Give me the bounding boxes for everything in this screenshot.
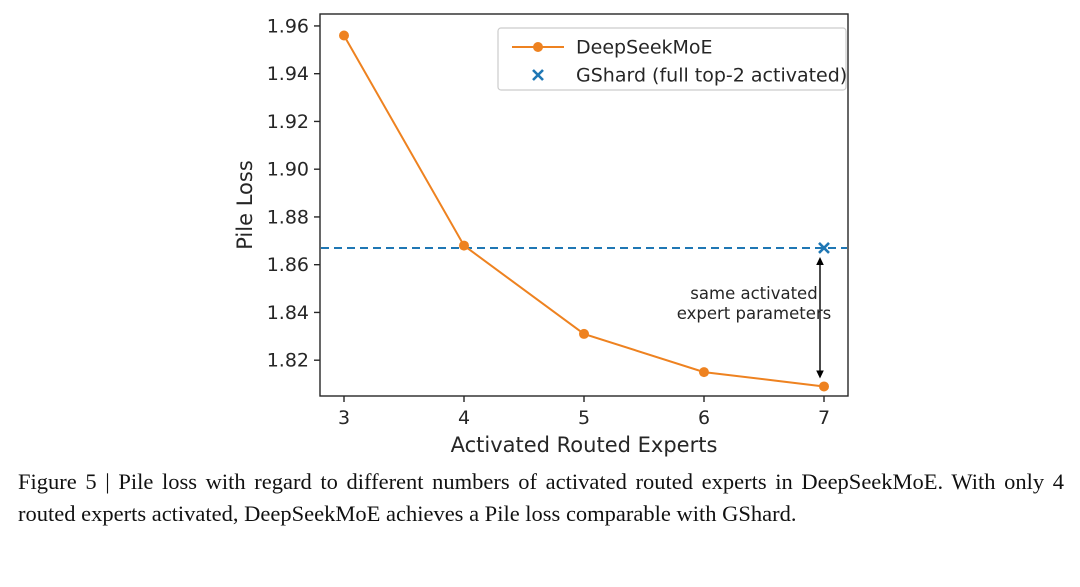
annotation-text: expert parameters	[677, 304, 831, 323]
figure-caption: Figure 5 | Pile loss with regard to diff…	[18, 469, 1064, 526]
x-tick-label: 5	[578, 407, 590, 429]
annotation-arrowhead-top	[816, 256, 824, 265]
legend-box	[497, 27, 847, 91]
legend-label-deepseekmoe: DeepSeekMoE	[576, 37, 713, 59]
x-tick-label: 7	[818, 407, 830, 429]
y-tick-label: 1.82	[267, 350, 309, 372]
y-tick-label: 1.92	[267, 111, 309, 133]
data-point-marker	[459, 240, 469, 251]
y-tick-label: 1.96	[267, 15, 309, 37]
y-tick-label: 1.86	[267, 254, 309, 276]
data-point-marker	[579, 328, 589, 339]
annotation-text: same activated	[690, 284, 817, 303]
y-axis-label: Pile Loss	[233, 160, 257, 250]
x-tick-label: 3	[338, 407, 350, 429]
pile-loss-chart: 1.82 1.84 1.86 1.88 1.90 1.92 1.94 1.96 3 4 5 6 7 Act…	[233, 13, 849, 457]
legend-label-gshard: GShard (full top-2 activated)	[576, 65, 847, 87]
x-tick-label: 6	[698, 407, 710, 429]
x-axis-label: Activated Routed Experts	[451, 433, 718, 457]
data-point-marker	[339, 30, 349, 41]
y-tick-label: 1.90	[267, 159, 309, 181]
legend-marker-x	[532, 69, 544, 81]
annotation-arrowhead-bottom	[816, 370, 824, 379]
data-point-marker	[699, 367, 709, 378]
gshard-marker	[818, 242, 830, 254]
y-tick-label: 1.84	[267, 302, 309, 324]
y-tick-label: 1.94	[267, 63, 309, 85]
x-tick-label: 4	[458, 407, 470, 429]
legend-marker-circle	[533, 42, 543, 52]
y-tick-label: 1.88	[267, 206, 309, 228]
data-point-marker	[819, 381, 829, 392]
